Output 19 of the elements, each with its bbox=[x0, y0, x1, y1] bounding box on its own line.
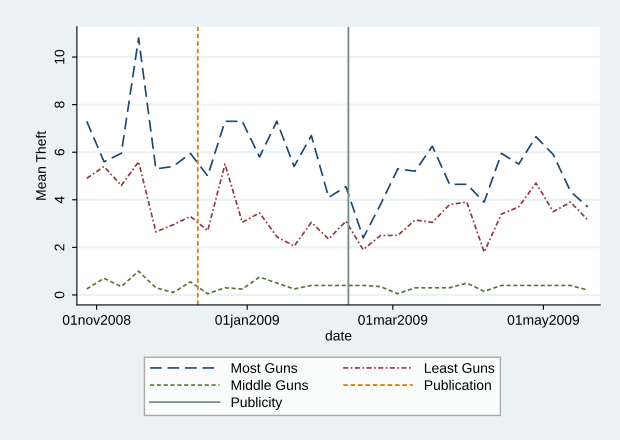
y-tick-label: 6 bbox=[54, 148, 64, 156]
legend-label: Publicity bbox=[232, 396, 282, 410]
y-tick-label: 2 bbox=[54, 244, 64, 251]
x-tick-label: 01mar2009 bbox=[358, 315, 428, 325]
y-axis-title: Mean Theft bbox=[36, 130, 46, 200]
y-tick-label: 10 bbox=[54, 50, 64, 64]
legend-label: Middle Guns bbox=[232, 380, 308, 390]
legend-label: Publication bbox=[424, 380, 491, 390]
legend-label: Most Guns bbox=[232, 363, 298, 373]
y-tick-label: 0 bbox=[54, 292, 64, 298]
line-series bbox=[86, 160, 589, 253]
x-axis-title: date bbox=[326, 330, 352, 341]
x-tick-label: 01jan2009 bbox=[215, 314, 279, 328]
y-tick-label: 4 bbox=[54, 196, 64, 204]
line-series bbox=[86, 37, 589, 239]
x-tick-label: 01nov2008 bbox=[62, 315, 130, 325]
y-tick-label: 8 bbox=[54, 101, 64, 108]
x-tick-label: 01may2009 bbox=[508, 315, 580, 328]
legend-label: Least Guns bbox=[424, 363, 494, 373]
